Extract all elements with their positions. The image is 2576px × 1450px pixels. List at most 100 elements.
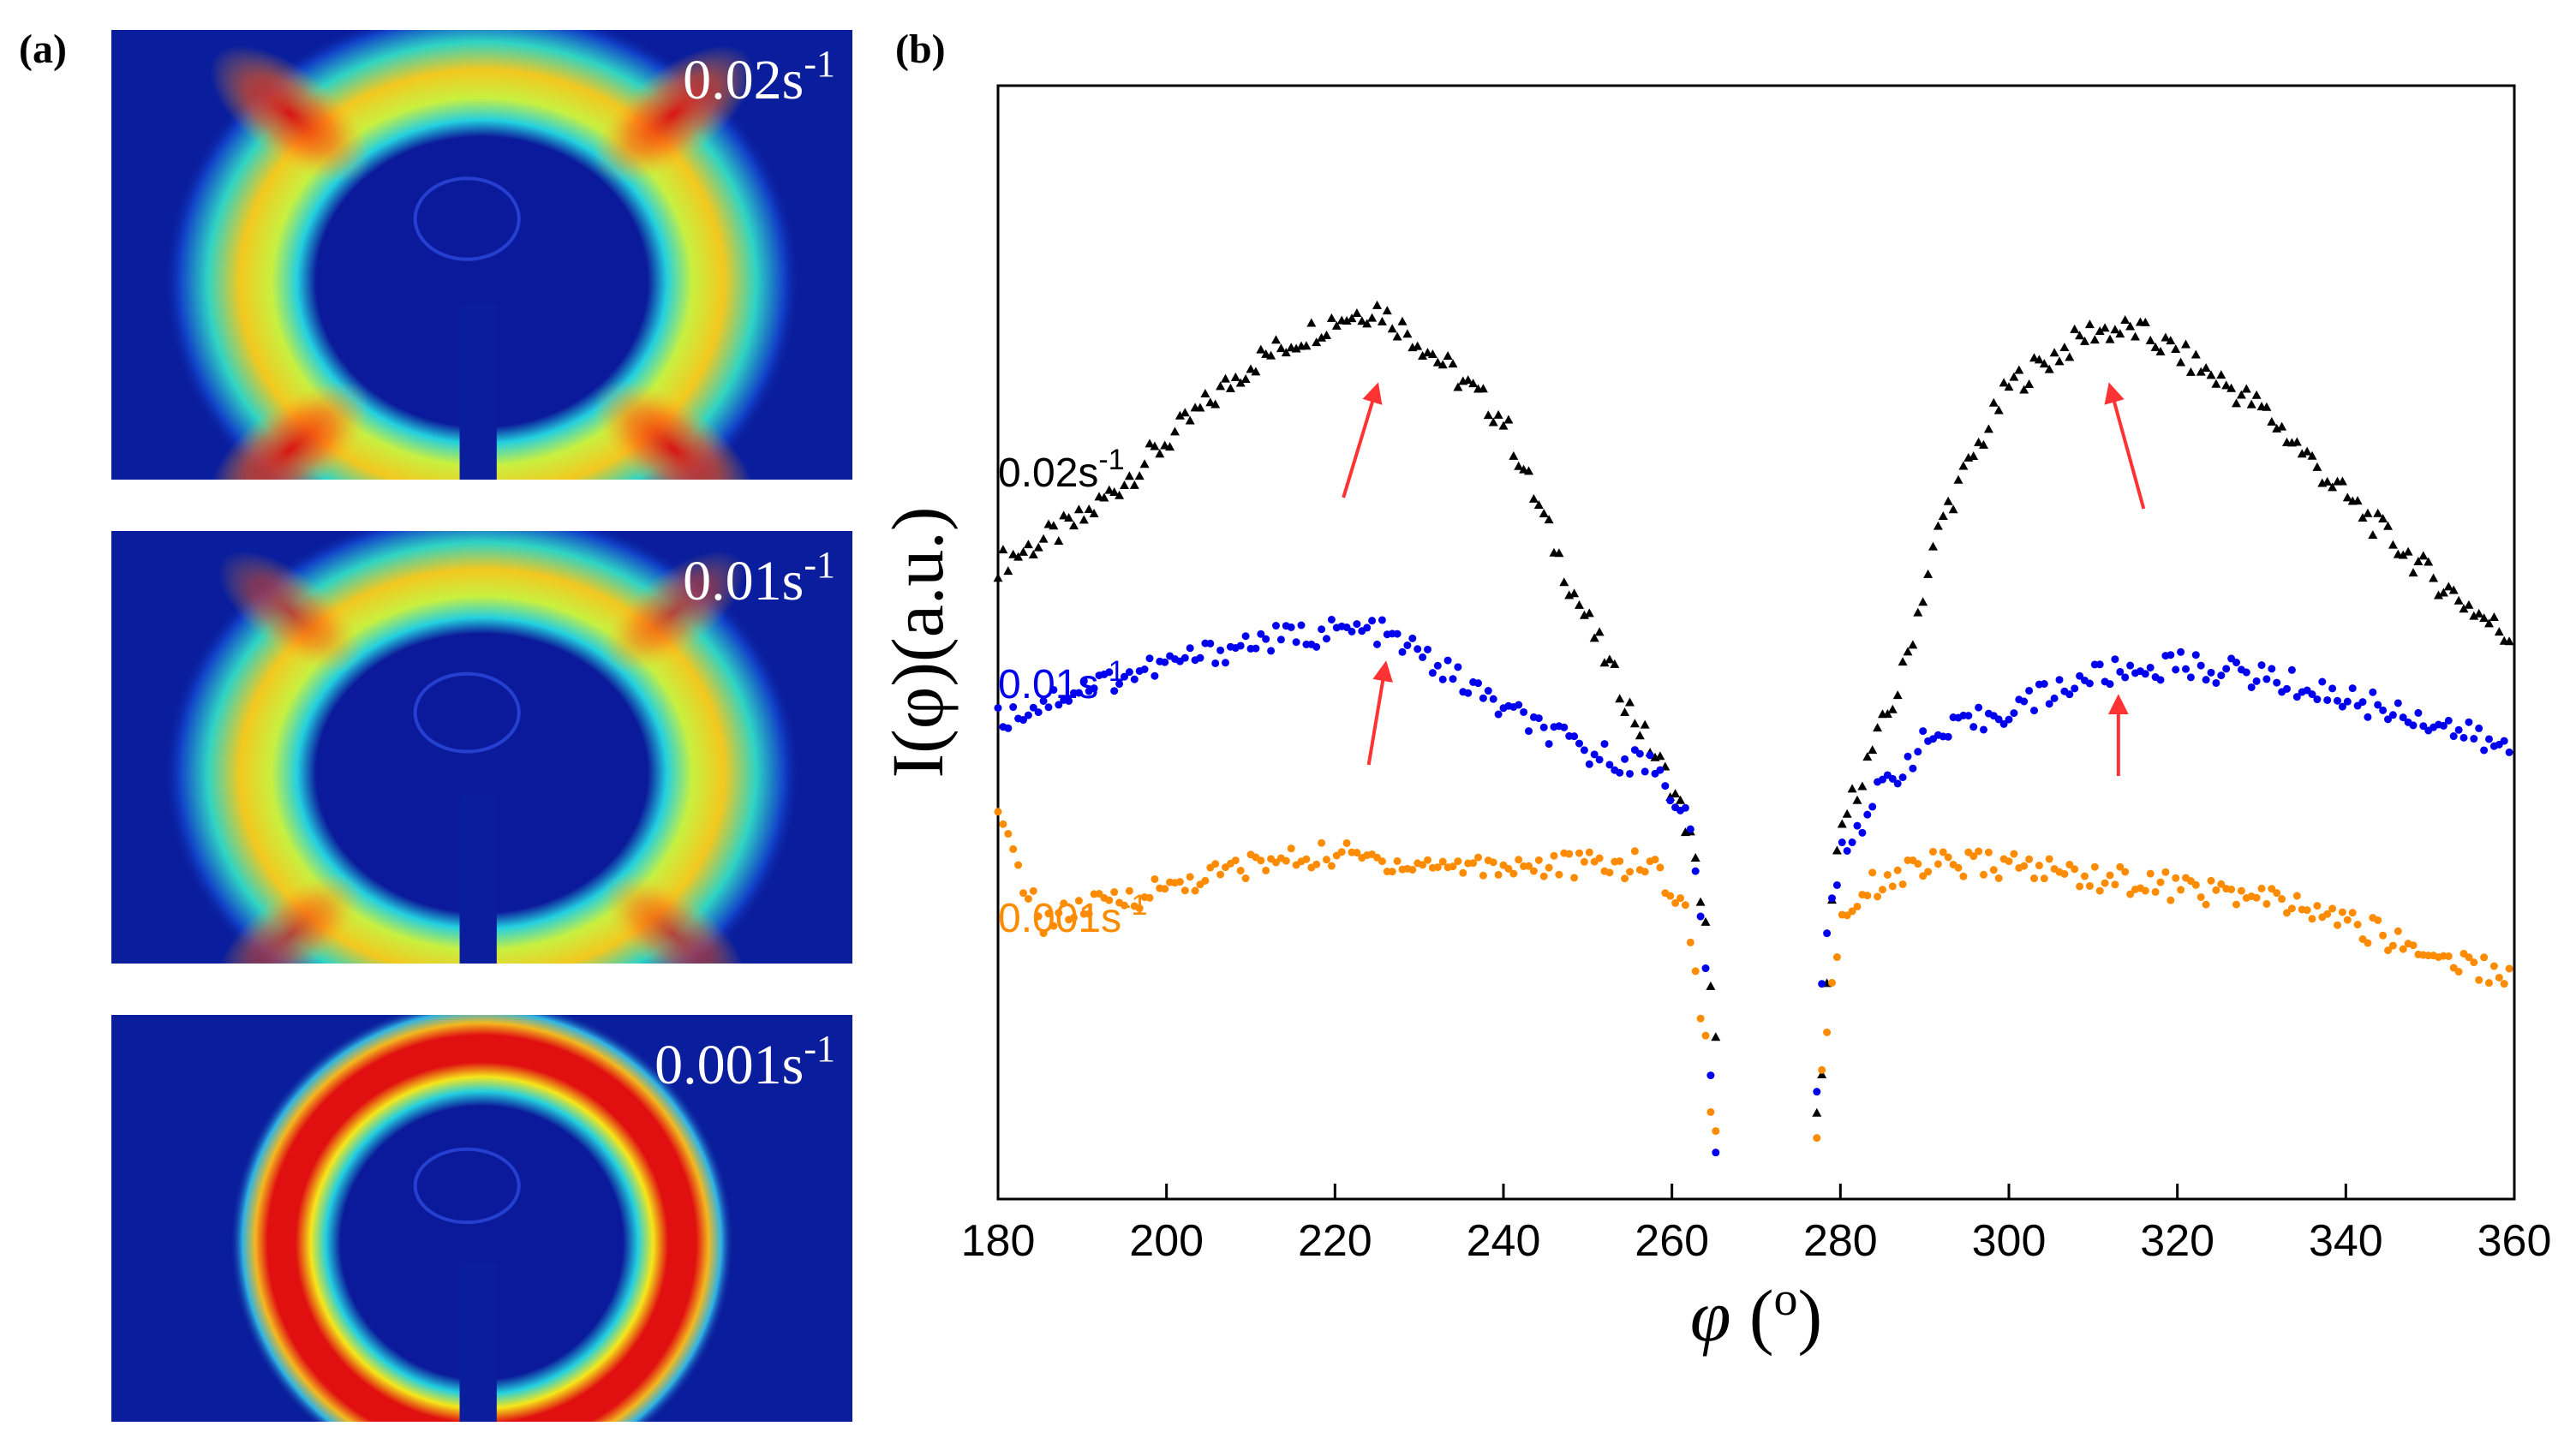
data-point: [1853, 821, 1862, 830]
data-point: [1353, 620, 1361, 629]
diffraction-pattern: 0.001s-1: [111, 1015, 852, 1422]
data-point: [2222, 665, 2231, 673]
data-point: [1161, 885, 1169, 893]
data-point: [2025, 686, 2034, 695]
data-point: [2307, 451, 2317, 460]
data-point: [2201, 363, 2211, 373]
data-point: [2352, 496, 2363, 505]
data-point: [2398, 550, 2408, 559]
series-1: [994, 615, 2513, 1157]
data-point: [1621, 755, 1629, 763]
data-point: [2080, 336, 2089, 345]
data-point: [1691, 867, 1700, 875]
data-point: [1828, 894, 1836, 903]
data-point: [2182, 665, 2190, 673]
data-point: [2348, 684, 2357, 693]
data-point: [2308, 690, 2316, 699]
data-point: [2313, 902, 2322, 910]
data-point: [1969, 451, 1979, 460]
data-point: [1918, 597, 1928, 606]
data-point: [1074, 689, 1083, 697]
data-point: [1201, 876, 1210, 885]
data-point: [1387, 324, 1397, 333]
scattering-ring: [230, 1015, 734, 1422]
data-point: [1509, 451, 1519, 460]
data-point: [1565, 850, 1574, 858]
data-point: [1054, 535, 1064, 545]
data-point: [1120, 480, 1129, 490]
data-point: [2322, 476, 2333, 486]
data-point: [1433, 863, 1442, 872]
data-point: [1818, 1065, 1826, 1074]
data-point: [1646, 751, 1654, 760]
data-point: [1090, 684, 1098, 693]
data-point: [1029, 886, 1037, 895]
data-point: [2004, 382, 2014, 391]
data-point: [2480, 746, 2489, 755]
data-point: [1898, 880, 1907, 888]
data-point: [1121, 672, 1128, 681]
data-point: [1903, 647, 1913, 656]
x-tick-label: 300: [1972, 1216, 2047, 1266]
data-point: [2343, 916, 2352, 924]
data-point: [1155, 449, 1165, 458]
data-point: [1287, 623, 1295, 631]
data-point: [1691, 967, 1700, 976]
data-point: [1928, 541, 1938, 551]
data-point: [2039, 359, 2049, 368]
data-point: [2251, 390, 2262, 399]
data-point: [2172, 665, 2180, 674]
data-point: [2116, 862, 2125, 871]
x-tick-label: 320: [2140, 1216, 2214, 1266]
data-point: [1944, 853, 1952, 862]
data-point: [2242, 668, 2250, 677]
data-point: [1210, 399, 1221, 409]
data-point: [2085, 881, 2094, 890]
data-point: [1823, 1028, 1832, 1036]
data-point: [2232, 900, 2240, 909]
data-point: [1318, 838, 1326, 847]
data-point: [1980, 870, 1987, 879]
intensity-lobe: [210, 45, 371, 183]
data-point: [1135, 904, 1144, 913]
data-point: [1989, 866, 1998, 874]
data-point: [1150, 441, 1160, 451]
data-point: [1913, 607, 1923, 617]
data-point: [1019, 716, 1027, 725]
data-point: [1281, 348, 1291, 357]
data-point: [2485, 979, 2493, 988]
data-point: [1616, 856, 1624, 865]
data-point: [2449, 732, 2458, 741]
data-point: [2384, 946, 2392, 955]
data-point: [2465, 718, 2473, 726]
data-point: [1626, 769, 1634, 778]
data-point: [2388, 941, 2397, 950]
data-point: [2106, 871, 2114, 880]
data-point: [1929, 847, 1937, 856]
data-point: [1145, 439, 1155, 448]
data-point: [1206, 639, 1215, 647]
data-point: [1888, 882, 1897, 891]
data-point: [2448, 585, 2459, 594]
data-point: [2019, 385, 2029, 394]
data-point: [1282, 856, 1290, 865]
data-point: [1862, 752, 1873, 761]
data-point: [1039, 929, 1048, 938]
data-point: [1044, 703, 1053, 712]
data-point: [2465, 953, 2473, 962]
data-point: [1437, 360, 1448, 369]
data-point: [1893, 866, 1902, 874]
data-point: [1433, 661, 1442, 670]
data-point: [1327, 615, 1336, 624]
data-point: [1124, 471, 1134, 480]
data-point: [2323, 910, 2332, 918]
data-point: [1701, 1031, 1710, 1040]
data-point: [2071, 865, 2079, 874]
data-point: [1211, 860, 1220, 868]
intensity-lobe: [218, 551, 362, 673]
data-point: [2190, 349, 2201, 359]
data-point: [1620, 707, 1630, 716]
data-point: [1483, 410, 1493, 420]
data-point: [1873, 723, 1883, 732]
